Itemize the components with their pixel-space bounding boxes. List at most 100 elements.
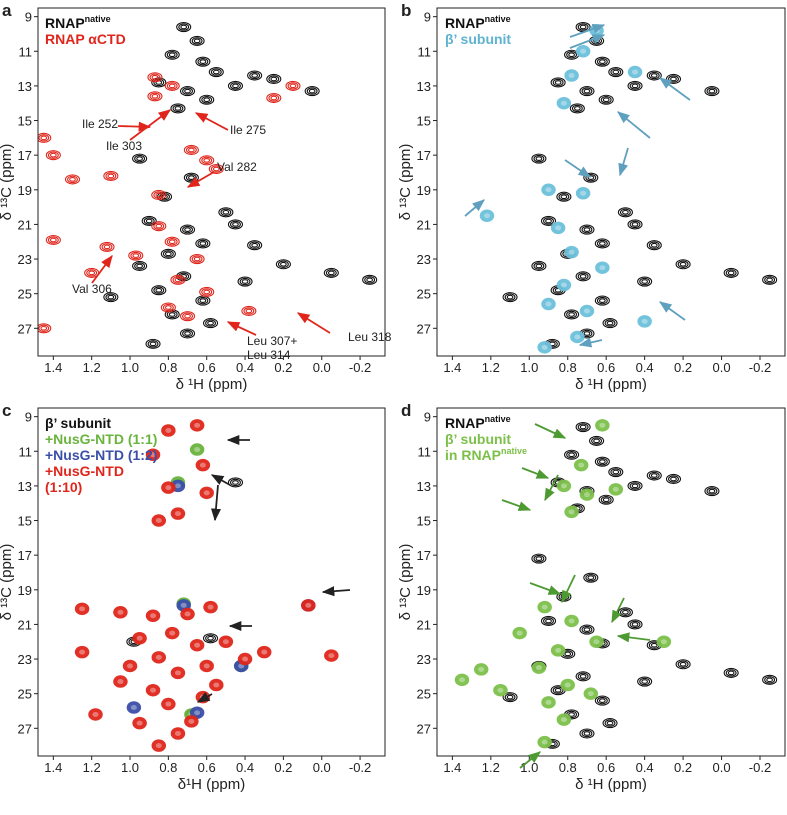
y-tick-label: 15 [417,514,431,529]
contour [103,170,119,181]
contour [151,285,167,296]
contour [203,158,211,163]
contour [134,154,146,163]
contour [631,83,639,89]
contour [677,660,689,668]
x-tick-label: 0.6 [198,360,216,375]
contour [207,635,214,641]
contour [325,269,337,277]
arrow [569,34,606,49]
contour [49,152,57,158]
peak [564,614,579,628]
contour [180,274,188,279]
peak [266,92,282,104]
peak [145,338,161,349]
legend-label: RNAP αCTD [45,31,126,47]
peak [266,73,282,85]
legend-entry: β’ subunit [445,31,511,47]
x-axis-title: δ¹H (ppm) [178,776,246,793]
peak-core [165,701,172,707]
peak-fill [537,600,552,614]
peak [170,727,186,740]
contour [581,87,593,95]
peak-fill [122,659,138,673]
contour [608,467,624,478]
contour [648,471,660,480]
peak-core [203,490,210,496]
contour [266,73,282,85]
legend-label: +NusG-NTD (1:2) [45,447,158,463]
peak [145,609,161,623]
peak-core [555,225,562,231]
contour [502,692,518,703]
peak-fill [113,675,128,688]
contour [535,556,543,561]
peak-fill [209,678,224,692]
peak [45,234,61,246]
contour [558,193,570,201]
peak-fill [74,602,90,616]
contour [575,421,591,433]
contour [143,217,155,225]
legend-label: β’ subunit [45,415,112,431]
contour [128,250,144,261]
peak-core [587,691,594,697]
contour [600,96,612,104]
peak [147,72,163,83]
contour [184,227,191,232]
peak [199,486,214,500]
peak-fill [579,488,595,501]
peak-fill [556,479,572,493]
legend-entry: RNAPnative [45,15,126,32]
peak [147,91,163,102]
contour [594,238,610,249]
contour [151,77,167,88]
peak [550,77,566,88]
x-tick-label: 0.4 [636,760,654,775]
contour [568,712,575,717]
peak-fill [537,341,552,354]
peak [675,659,691,670]
peak-fill [564,614,579,628]
contour [136,263,143,269]
x-tick-label: 1.4 [44,760,62,775]
contour [170,103,186,114]
legend: RNAPnative RNAP αCTD [45,15,126,48]
peak [595,261,610,274]
contour [556,191,572,202]
contour [64,174,81,185]
arrow [91,254,113,284]
contour [38,134,50,142]
peak-fill [184,715,199,728]
contour [583,227,591,232]
peak-core [194,710,201,716]
contour [132,153,148,164]
annotation: Leu 314 [247,348,291,362]
peak-core [117,609,124,615]
contour [723,667,739,678]
contour [704,86,720,97]
peak-core [150,452,157,458]
peak [583,572,599,583]
peak [132,716,147,730]
legend-entry: RNAPnative [445,15,511,32]
contour [103,244,111,250]
contour [629,82,641,90]
contour [182,329,193,338]
legend-entry: RNAPnative [445,415,527,432]
y-tick-label: 27 [18,321,32,336]
contour [67,175,78,184]
peak [556,278,572,292]
contour [230,478,241,487]
peak-core [242,656,249,662]
peak-fill [113,606,128,619]
contour [583,731,591,736]
peak [189,638,205,652]
contour [243,307,255,315]
x-tick-label: 0.0 [713,760,731,775]
contour [604,319,616,327]
contour [184,313,191,319]
contour [598,298,606,303]
peak-fill [237,652,253,666]
